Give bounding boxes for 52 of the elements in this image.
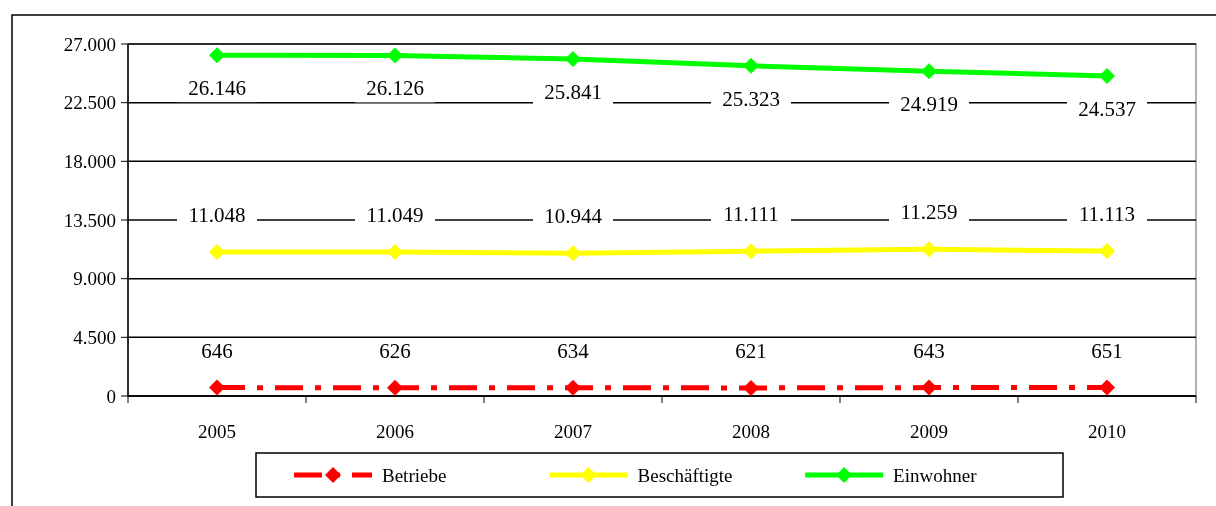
x-tick-label: 2005	[198, 421, 236, 442]
point	[921, 241, 937, 258]
point	[387, 379, 403, 396]
point	[565, 245, 581, 262]
legend-label: Beschäftigte	[637, 464, 733, 486]
x-tick-label: 2009	[910, 421, 948, 442]
data-label: 26.146	[188, 76, 246, 101]
point	[1099, 68, 1115, 85]
data-label: 24.919	[900, 92, 958, 117]
point	[209, 379, 225, 396]
data-label: 11.049	[366, 202, 424, 227]
data-label: 643	[913, 338, 945, 363]
point	[1099, 243, 1115, 260]
point	[743, 57, 759, 74]
data-label: 621	[735, 338, 767, 363]
y-tick-label: 13.500	[63, 209, 116, 231]
data-label: 25.841	[544, 80, 602, 105]
data-label: 11.113	[1078, 202, 1136, 227]
point	[743, 379, 759, 396]
x-tick-label: 2007	[554, 421, 592, 442]
data-label: 646	[201, 338, 233, 363]
x-tick-label: 2008	[732, 421, 770, 442]
point	[921, 379, 937, 396]
data-label: 24.537	[1078, 97, 1136, 122]
data-label: 651	[1091, 338, 1123, 363]
y-tick-label: 22.500	[63, 92, 116, 114]
point	[565, 379, 581, 396]
point	[743, 243, 759, 260]
point	[921, 63, 937, 80]
point	[565, 51, 581, 68]
data-label: 10.944	[544, 204, 603, 229]
data-label: 25.323	[722, 86, 780, 111]
data-label: 634	[557, 338, 590, 363]
y-tick-label: 0	[106, 385, 116, 407]
data-label: 11.259	[900, 200, 958, 225]
legend-label: Betriebe	[382, 464, 447, 486]
y-tick-label: 27.000	[63, 33, 116, 55]
legend-label: Einwohner	[893, 464, 978, 486]
point	[387, 243, 403, 260]
x-tick-label: 2006	[376, 421, 414, 442]
data-label: 26.126	[366, 76, 424, 101]
point	[1099, 379, 1115, 396]
point	[387, 47, 403, 64]
data-label: 11.111	[723, 202, 779, 227]
point	[209, 47, 225, 64]
data-label: 626	[379, 338, 411, 363]
x-tick-label: 2010	[1088, 421, 1126, 442]
point	[209, 243, 225, 260]
y-tick-label: 18.000	[63, 150, 116, 172]
y-tick-label: 4.500	[73, 326, 116, 348]
data-label: 11.048	[188, 202, 246, 227]
y-tick-label: 9.000	[73, 268, 116, 290]
